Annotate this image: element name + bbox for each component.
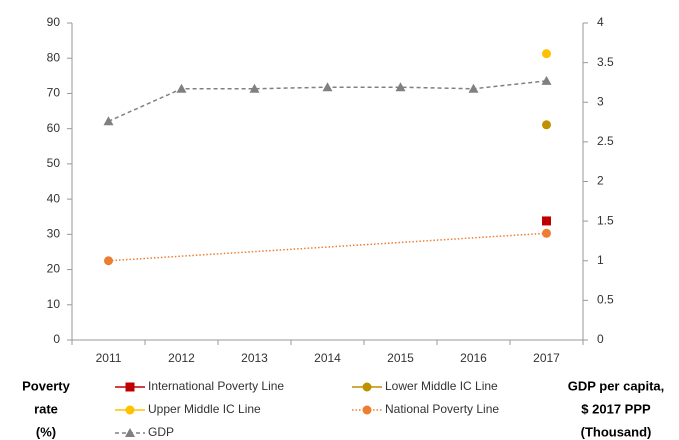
y2-tick-label: 0.5 <box>597 293 614 307</box>
x-tick-label: 2016 <box>460 351 487 365</box>
y2-tick-label: 1 <box>597 253 604 267</box>
legend-label: Lower Middle IC Line <box>385 379 498 393</box>
y2-tick-label: 3.5 <box>597 55 614 69</box>
marker <box>249 83 260 93</box>
marker <box>542 216 551 226</box>
x-tick-label: 2014 <box>314 351 341 365</box>
x-tick-label: 2015 <box>387 351 414 365</box>
marker <box>103 116 114 126</box>
y-tick-label: 0 <box>53 332 60 346</box>
marker <box>125 405 135 415</box>
marker <box>542 49 551 59</box>
y-tick-label: 30 <box>47 227 61 241</box>
y2-tick-label: 0 <box>597 332 604 346</box>
legend-label: Upper Middle IC Line <box>148 402 261 416</box>
marker <box>395 82 406 92</box>
legend-label: International Poverty Line <box>148 379 284 393</box>
y2-tick-label: 2 <box>597 174 604 188</box>
y2-tick-label: 1.5 <box>597 213 614 227</box>
marker <box>541 75 552 85</box>
marker <box>542 120 551 130</box>
y-tick-label: 70 <box>47 86 61 100</box>
marker <box>362 405 372 415</box>
marker <box>542 228 551 238</box>
y-axis-label: (%) <box>36 424 56 439</box>
marker <box>362 382 372 392</box>
y-tick-label: 80 <box>47 50 61 64</box>
marker <box>104 256 113 266</box>
y-tick-label: 90 <box>47 15 61 29</box>
y-tick-label: 40 <box>47 191 61 205</box>
marker <box>125 428 135 437</box>
y-axis-label: rate <box>34 401 58 416</box>
marker <box>322 82 333 92</box>
x-tick-label: 2012 <box>168 351 195 365</box>
legend-label: National Poverty Line <box>385 402 499 416</box>
y2-axis-label: $ 2017 PPP <box>581 401 651 416</box>
y2-tick-label: 4 <box>597 15 604 29</box>
y2-tick-label: 3 <box>597 94 604 108</box>
y2-tick-label: 2.5 <box>597 134 614 148</box>
x-tick-label: 2011 <box>96 351 122 365</box>
legend-label: GDP <box>148 425 174 439</box>
x-tick-label: 2013 <box>241 351 268 365</box>
y-tick-label: 50 <box>47 156 61 170</box>
y-tick-label: 60 <box>47 121 61 135</box>
y2-axis-label: GDP per capita, <box>568 378 665 393</box>
x-tick-label: 2017 <box>533 351 560 365</box>
series-line <box>108 232 547 262</box>
marker <box>125 382 135 392</box>
y2-axis-label: (Thousand) <box>581 424 652 439</box>
marker <box>468 83 479 93</box>
y-tick-label: 10 <box>47 297 61 311</box>
y-axis-label: Poverty <box>22 378 70 393</box>
y-tick-label: 20 <box>47 262 61 276</box>
marker <box>176 83 187 93</box>
